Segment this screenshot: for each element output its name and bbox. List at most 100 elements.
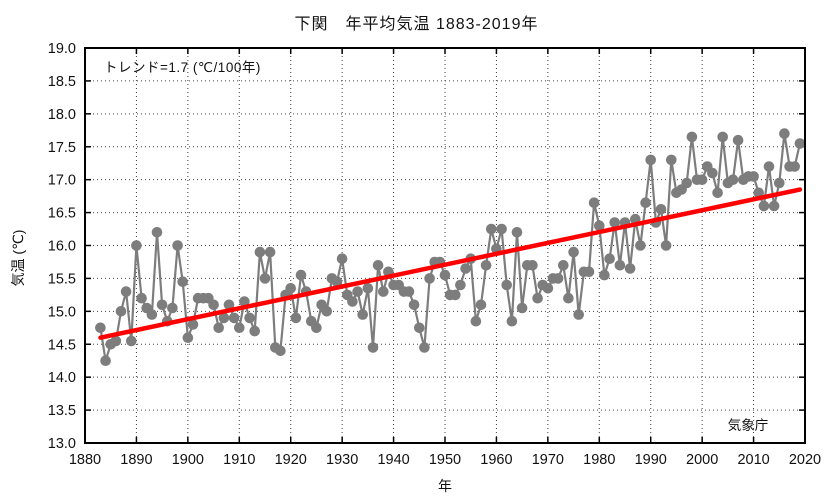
temperature-data-point [450, 289, 461, 301]
temperature-data-point [645, 154, 656, 166]
temperature-data-point [414, 322, 425, 334]
temperature-data-point [275, 345, 286, 357]
temperature-data-point [542, 283, 554, 294]
temperature-data-point [609, 217, 620, 228]
temperature-data-point [501, 279, 512, 291]
temperature-data-point [516, 302, 528, 314]
temperature-data-point [218, 312, 230, 324]
chart-title: 下関 年平均気温 1883-2019年 [294, 16, 539, 33]
temperature-data-point [439, 269, 451, 281]
temperature-data-point [748, 171, 759, 182]
temperature-data-point [362, 283, 374, 294]
temperature-data-point [100, 355, 111, 367]
source-label: 気象庁 [727, 418, 769, 433]
temperature-data-point [794, 138, 806, 149]
temperature-data-point [239, 296, 250, 307]
temperature-data-point [779, 128, 790, 139]
temperature-data-point [707, 167, 718, 179]
temperature-data-point [604, 253, 615, 264]
temperature-data-point [244, 312, 255, 324]
temperature-data-point [506, 315, 518, 327]
x-tick-label: 1880 [69, 452, 101, 468]
temperature-data-point [290, 312, 302, 324]
temperature-data-point [347, 296, 358, 307]
y-tick-label: 16.5 [48, 206, 76, 222]
temperature-data-point [95, 322, 106, 334]
temperature-data-point [172, 240, 183, 251]
temperature-data-point [213, 322, 224, 334]
temperature-data-point [460, 263, 471, 274]
y-tick-label: 14.5 [48, 337, 76, 353]
temperature-data-point [136, 292, 147, 304]
temperature-data-point [727, 174, 739, 185]
temperature-data-point [789, 161, 800, 172]
temperature-data-point [264, 246, 276, 258]
x-tick-label: 1960 [480, 452, 512, 468]
trend-line [98, 187, 803, 340]
temperature-data-point [573, 309, 584, 320]
temperature-data-point [285, 283, 297, 294]
temperature-data-point [115, 306, 127, 317]
temperature-data-point [249, 325, 260, 337]
temperature-data-point [696, 174, 708, 185]
x-tick-label: 1900 [172, 452, 204, 468]
temperature-data-point [552, 273, 564, 284]
temperature-series-line [99, 133, 801, 362]
temperature-data-point [357, 309, 369, 320]
temperature-data-point [732, 134, 744, 146]
temperature-data-point [655, 204, 667, 215]
temperature-data-point [331, 276, 343, 288]
temperature-data-point [372, 260, 384, 271]
temperature-data-point [187, 319, 199, 330]
temperature-data-point [352, 286, 363, 297]
temperature-data-point [511, 227, 523, 238]
temperature-data-point [640, 197, 651, 208]
temperature-data-point [146, 309, 158, 320]
y-tick-label: 14.0 [48, 370, 76, 386]
temperature-data-point [156, 299, 168, 311]
temperature-data-point [259, 273, 271, 284]
y-tick-label: 13.5 [48, 403, 76, 419]
y-tick-label: 13.0 [48, 436, 76, 452]
temperature-data-point [558, 260, 569, 271]
temperature-data-point [712, 187, 723, 199]
temperature-data-point [666, 154, 677, 166]
temperature-data-point [563, 292, 574, 304]
y-tick-label: 15.0 [48, 304, 76, 320]
x-tick-label: 2010 [737, 452, 769, 468]
temperature-data-point [151, 227, 163, 238]
temperature-data-point [424, 273, 435, 284]
temperature-data-point [486, 223, 497, 235]
temperature-data-point [367, 342, 379, 353]
x-axis-title: 年 [438, 478, 452, 494]
x-tick-label: 1970 [532, 452, 564, 468]
y-tick-label: 16.0 [48, 239, 76, 255]
temperature-data-point [120, 286, 132, 297]
temperature-data-point [758, 200, 770, 212]
temperature-data-point [470, 315, 482, 327]
y-tick-label: 17.5 [48, 140, 76, 156]
y-tick-label: 17.0 [48, 173, 76, 189]
temperature-data-point [475, 299, 487, 311]
temperature-data-point [480, 260, 492, 271]
x-tick-label: 1890 [120, 452, 152, 468]
x-tick-label: 1950 [429, 452, 461, 468]
temperature-data-point [131, 240, 142, 251]
y-tick-label: 18.0 [48, 107, 76, 123]
y-tick-label: 19.0 [48, 41, 76, 57]
temperature-data-point [568, 246, 579, 258]
x-tick-label: 1910 [223, 452, 255, 468]
temperature-data-point [681, 177, 692, 189]
temperature-data-point [768, 200, 780, 212]
temperature-data-point [110, 335, 122, 347]
temperature-data-point [378, 286, 389, 297]
temperature-data-point [182, 332, 194, 344]
temperature-data-point [614, 260, 626, 271]
temperature-data-point [234, 322, 245, 334]
temperature-data-point [167, 302, 178, 314]
temperature-data-point [763, 161, 775, 172]
temperature-data-point [419, 342, 430, 353]
temperature-data-point [686, 131, 698, 143]
temperature-data-point [599, 269, 610, 281]
